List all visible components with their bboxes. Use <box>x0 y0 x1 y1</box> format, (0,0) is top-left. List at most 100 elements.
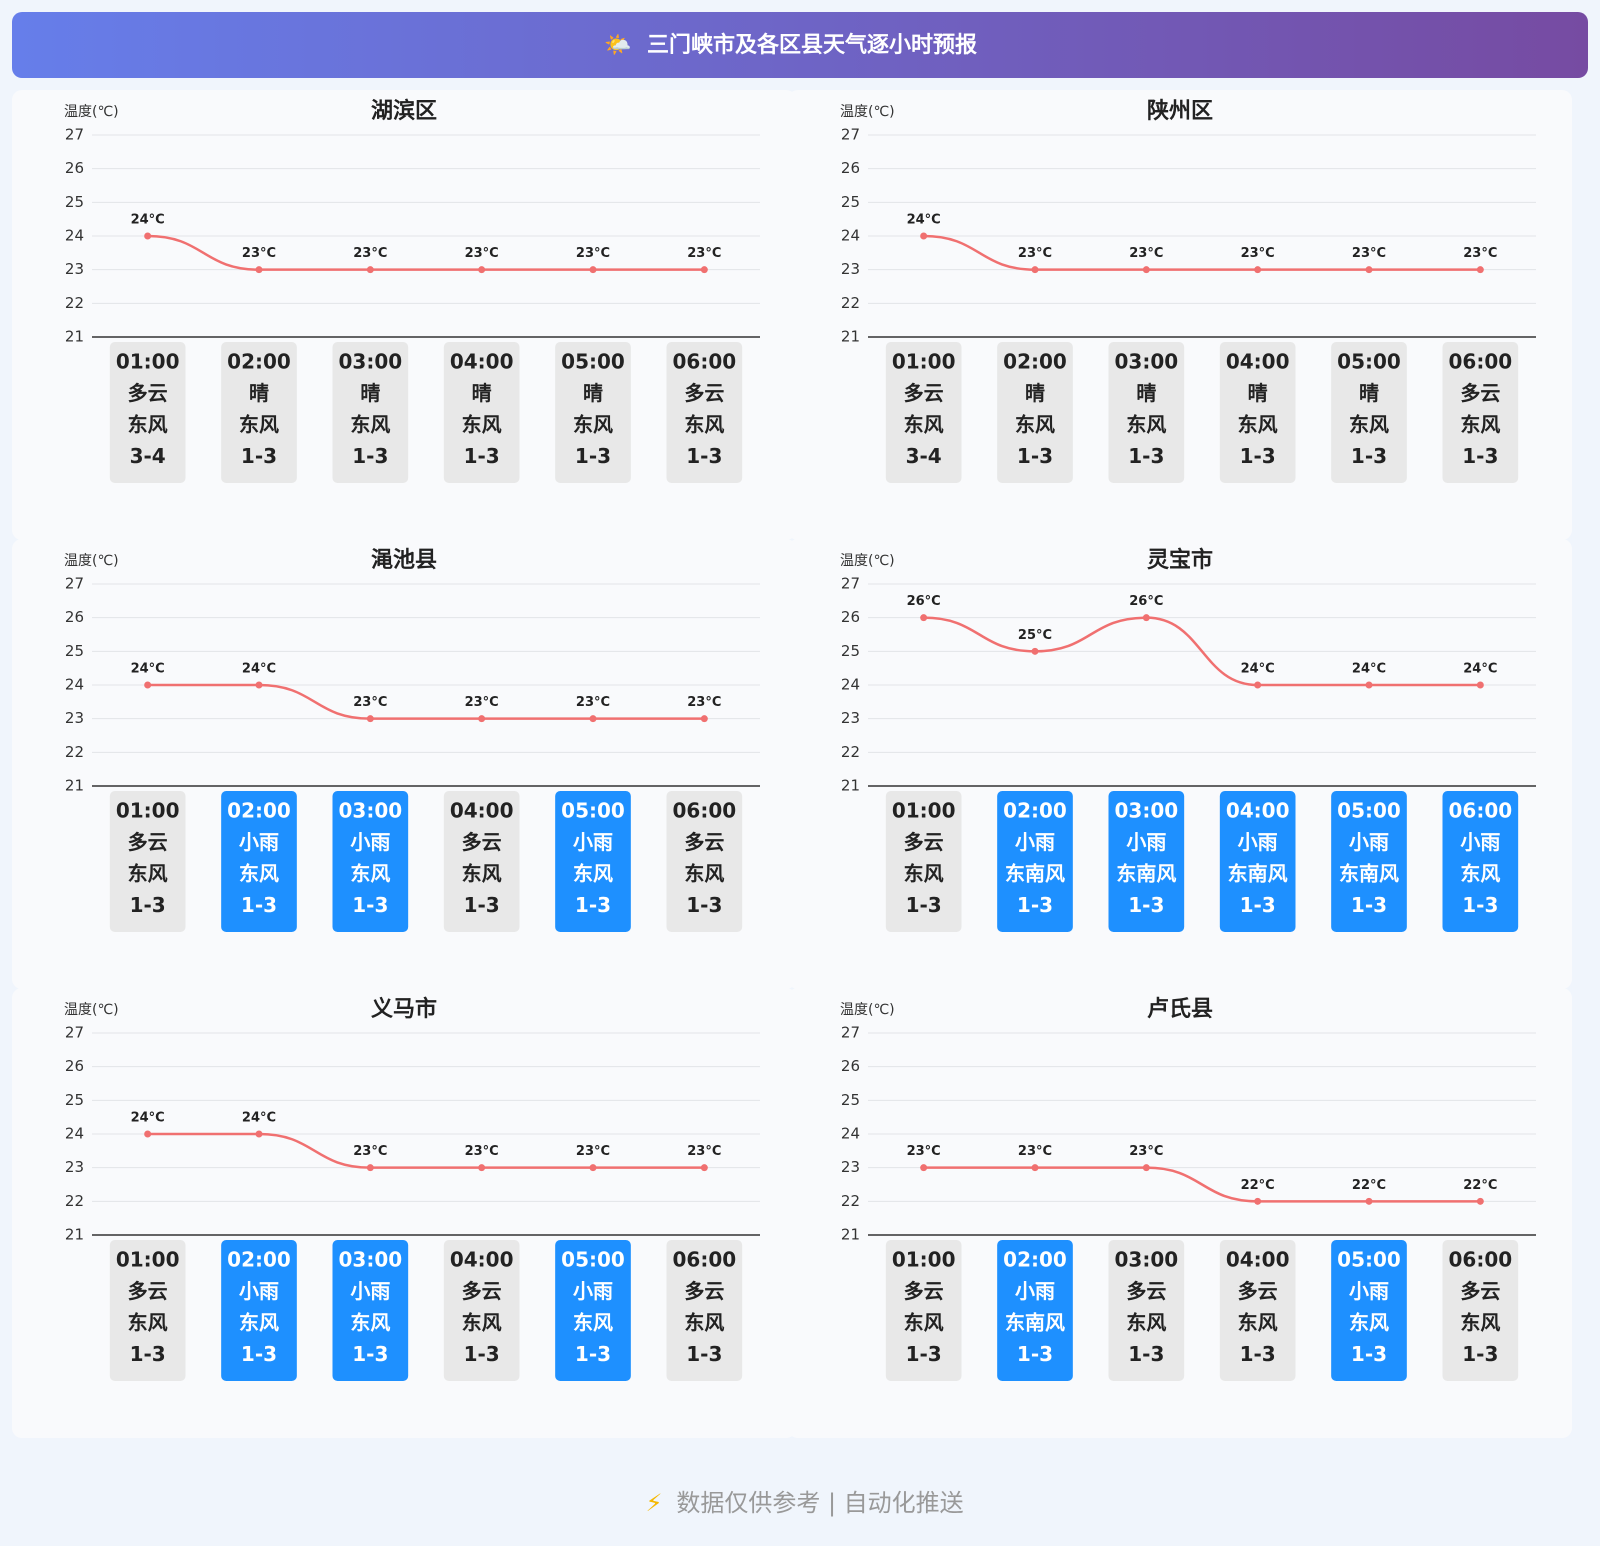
data-label: 22°C <box>1352 1178 1386 1193</box>
forecast-card <box>1219 791 1296 932</box>
card-wind-level: 1-3 <box>906 1342 942 1366</box>
data-label: 23°C <box>465 1144 499 1159</box>
card-wind: 东风 <box>904 1311 944 1335</box>
card-weather: 小雨 <box>1015 830 1055 854</box>
forecast-card <box>997 342 1073 483</box>
card-wind: 东风 <box>462 1311 502 1335</box>
data-label: 23°C <box>465 246 499 261</box>
card-weather: 晴 <box>583 381 603 405</box>
card-wind-level: 1-3 <box>1462 1342 1498 1366</box>
card-wind: 东风 <box>350 413 390 437</box>
card-weather: 晴 <box>249 381 269 405</box>
forecast-card <box>1331 342 1407 483</box>
card-time: 01:00 <box>892 350 956 374</box>
y-tick-label: 22 <box>841 1192 860 1210</box>
card-wind: 东风 <box>462 413 502 437</box>
data-point <box>1254 1197 1262 1205</box>
data-point <box>255 266 263 274</box>
card-wind-level: 1-3 <box>686 1342 722 1366</box>
footer-text: 数据仅供参考 | 自动化推送 <box>676 1489 963 1517</box>
y-tick-label: 25 <box>841 1091 860 1109</box>
card-wind-level: 1-3 <box>241 444 277 468</box>
data-point <box>366 1164 374 1172</box>
y-tick-label: 23 <box>841 709 860 727</box>
y-tick-label: 25 <box>841 642 860 660</box>
data-label: 22°C <box>1241 1178 1275 1193</box>
y-tick-label: 23 <box>65 260 84 278</box>
card-weather: 多云 <box>1126 1279 1166 1303</box>
card-wind: 东风 <box>1349 413 1389 437</box>
data-label: 23°C <box>465 695 499 710</box>
data-label: 23°C <box>576 1144 610 1159</box>
card-wind-level: 1-3 <box>686 893 722 917</box>
y-tick-label: 22 <box>65 743 84 761</box>
card-wind-level: 1-3 <box>1128 1342 1164 1366</box>
card-time: 01:00 <box>892 1248 956 1272</box>
data-point <box>144 232 152 240</box>
card-wind-level: 1-3 <box>130 1342 166 1366</box>
card-wind: 东风 <box>573 862 613 886</box>
forecast-card <box>221 342 297 483</box>
data-point <box>144 681 152 689</box>
data-point <box>589 1164 597 1172</box>
card-time: 04:00 <box>1226 799 1290 823</box>
data-label: 24°C <box>242 1111 276 1126</box>
data-label: 23°C <box>1129 1144 1163 1159</box>
card-wind-level: 1-3 <box>1462 893 1498 917</box>
card-wind: 东风 <box>128 862 168 886</box>
y-tick-label: 27 <box>841 1024 860 1042</box>
card-weather: 多云 <box>684 1279 724 1303</box>
data-point <box>1142 1164 1150 1172</box>
forecast-card <box>555 791 631 932</box>
chart-title: 义马市 <box>371 996 437 1022</box>
card-wind-level: 1-3 <box>1462 444 1498 468</box>
card-time: 03:00 <box>1114 1248 1178 1272</box>
card-wind: 东风 <box>239 1311 279 1335</box>
card-wind: 东南风 <box>1339 862 1399 886</box>
card-wind-level: 1-3 <box>1351 893 1387 917</box>
card-wind: 东风 <box>1126 413 1166 437</box>
data-label: 26°C <box>907 594 941 609</box>
card-time: 06:00 <box>672 350 736 374</box>
card-time: 03:00 <box>338 1248 402 1272</box>
card-wind: 东风 <box>350 1311 390 1335</box>
forecast-card <box>443 1240 520 1381</box>
card-time: 03:00 <box>338 350 402 374</box>
header-title: 三门峡市及各区县天气逐小时预报 <box>647 32 977 58</box>
data-point <box>1476 1197 1484 1205</box>
card-wind-level: 1-3 <box>575 444 611 468</box>
data-label: 23°C <box>242 246 276 261</box>
data-label: 23°C <box>576 246 610 261</box>
y-tick-label: 26 <box>65 159 84 177</box>
card-wind-level: 1-3 <box>352 444 388 468</box>
card-time: 04:00 <box>450 1248 514 1272</box>
data-label: 24°C <box>907 213 941 228</box>
chart-title: 卢氏县 <box>1147 996 1213 1022</box>
card-wind: 东风 <box>1460 413 1500 437</box>
card-time: 02:00 <box>1003 799 1067 823</box>
card-wind: 东风 <box>684 1311 724 1335</box>
data-label: 23°C <box>353 1144 387 1159</box>
card-wind-level: 1-3 <box>241 1342 277 1366</box>
y-axis-label: 温度(℃) <box>64 553 119 569</box>
card-wind: 东风 <box>1238 413 1278 437</box>
temperature-line <box>923 1166 1481 1203</box>
forecast-card <box>109 342 186 483</box>
chart-panel: 渑池县 温度(℃) 21 22 23 24 25 26 27 24°C 24°C 23°C 23°C 23… <box>12 539 796 989</box>
card-wind: 东风 <box>462 862 502 886</box>
card-time: 05:00 <box>561 1248 625 1272</box>
card-time: 02:00 <box>227 350 291 374</box>
card-time: 02:00 <box>1003 1248 1067 1272</box>
y-tick-label: 25 <box>65 642 84 660</box>
card-time: 02:00 <box>227 799 291 823</box>
y-tick-label: 27 <box>841 126 860 144</box>
card-weather: 小雨 <box>1349 1279 1389 1303</box>
card-wind: 东风 <box>1460 1311 1500 1335</box>
data-label: 26°C <box>1129 594 1163 609</box>
chart-title: 灵宝市 <box>1147 547 1213 573</box>
forecast-card <box>1219 342 1296 483</box>
card-wind: 东风 <box>239 413 279 437</box>
card-wind-level: 1-3 <box>575 1342 611 1366</box>
data-label: 24°C <box>1241 662 1275 677</box>
y-tick-label: 24 <box>65 1125 84 1143</box>
